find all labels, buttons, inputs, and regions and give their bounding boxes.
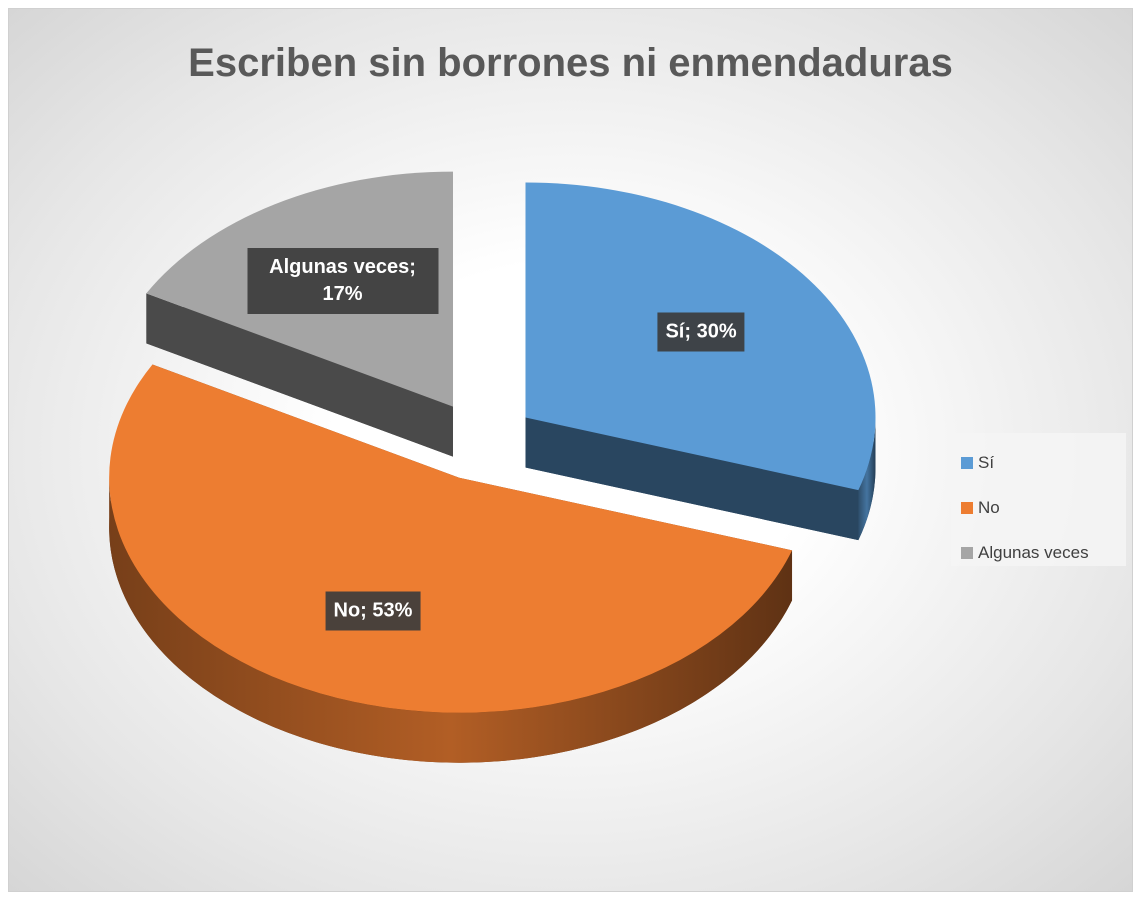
legend-item: Algunas veces — [961, 543, 1089, 563]
slice-tops — [109, 171, 876, 713]
pie-area — [109, 171, 876, 763]
legend-swatch — [961, 547, 973, 559]
data-label: No; 53% — [325, 591, 421, 631]
slice-wall — [146, 293, 454, 457]
slice-rim — [109, 477, 793, 763]
legend-label: Algunas veces — [978, 543, 1089, 562]
chart: Escriben sin borrones ni enmendaduras Sí… — [8, 8, 1133, 892]
data-label: Algunas veces; 17% — [247, 248, 439, 315]
pie-slice — [109, 364, 793, 713]
data-label: Sí; 30% — [657, 312, 745, 352]
legend-item: Sí — [961, 453, 994, 473]
legend-swatch — [961, 502, 973, 514]
slice-wall — [525, 417, 859, 541]
legend-label: Sí — [978, 453, 995, 472]
slice-rim — [858, 417, 876, 541]
chart-title: Escriben sin borrones ni enmendaduras — [188, 41, 953, 85]
legend-swatch — [961, 457, 973, 469]
legend: Sí No Algunas veces — [951, 433, 1126, 566]
legend-label: No — [978, 498, 1000, 517]
legend-item: No — [961, 498, 1000, 518]
